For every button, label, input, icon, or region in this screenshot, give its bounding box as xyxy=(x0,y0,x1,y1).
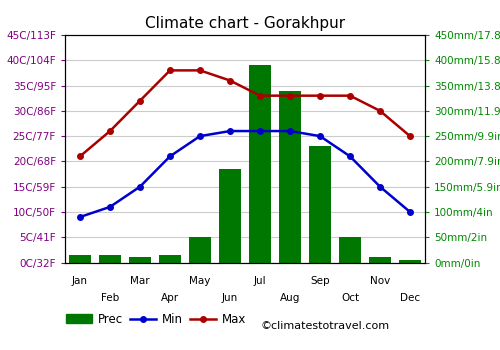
Text: Oct: Oct xyxy=(341,293,359,303)
Bar xyxy=(279,91,301,262)
Bar xyxy=(249,65,271,262)
Bar xyxy=(399,260,421,262)
Text: May: May xyxy=(190,276,210,286)
Text: Sep: Sep xyxy=(310,276,330,286)
Legend: Prec, Min, Max: Prec, Min, Max xyxy=(62,308,251,330)
Text: Apr: Apr xyxy=(161,293,179,303)
Text: Jan: Jan xyxy=(72,276,88,286)
Bar xyxy=(99,255,121,262)
Bar xyxy=(189,237,211,262)
Text: Mar: Mar xyxy=(130,276,150,286)
Bar xyxy=(339,237,361,262)
Text: Jun: Jun xyxy=(222,293,238,303)
Bar xyxy=(219,169,241,262)
Text: Dec: Dec xyxy=(400,293,420,303)
Bar xyxy=(69,255,91,262)
Bar xyxy=(159,255,181,262)
Title: Climate chart - Gorakhpur: Climate chart - Gorakhpur xyxy=(145,16,345,31)
Text: Aug: Aug xyxy=(280,293,300,303)
Bar xyxy=(129,258,151,262)
Text: Feb: Feb xyxy=(101,293,119,303)
Bar xyxy=(309,146,331,262)
Text: Nov: Nov xyxy=(370,276,390,286)
Text: ©climatestotravel.com: ©climatestotravel.com xyxy=(260,321,389,331)
Text: Jul: Jul xyxy=(254,276,266,286)
Bar xyxy=(369,258,391,262)
